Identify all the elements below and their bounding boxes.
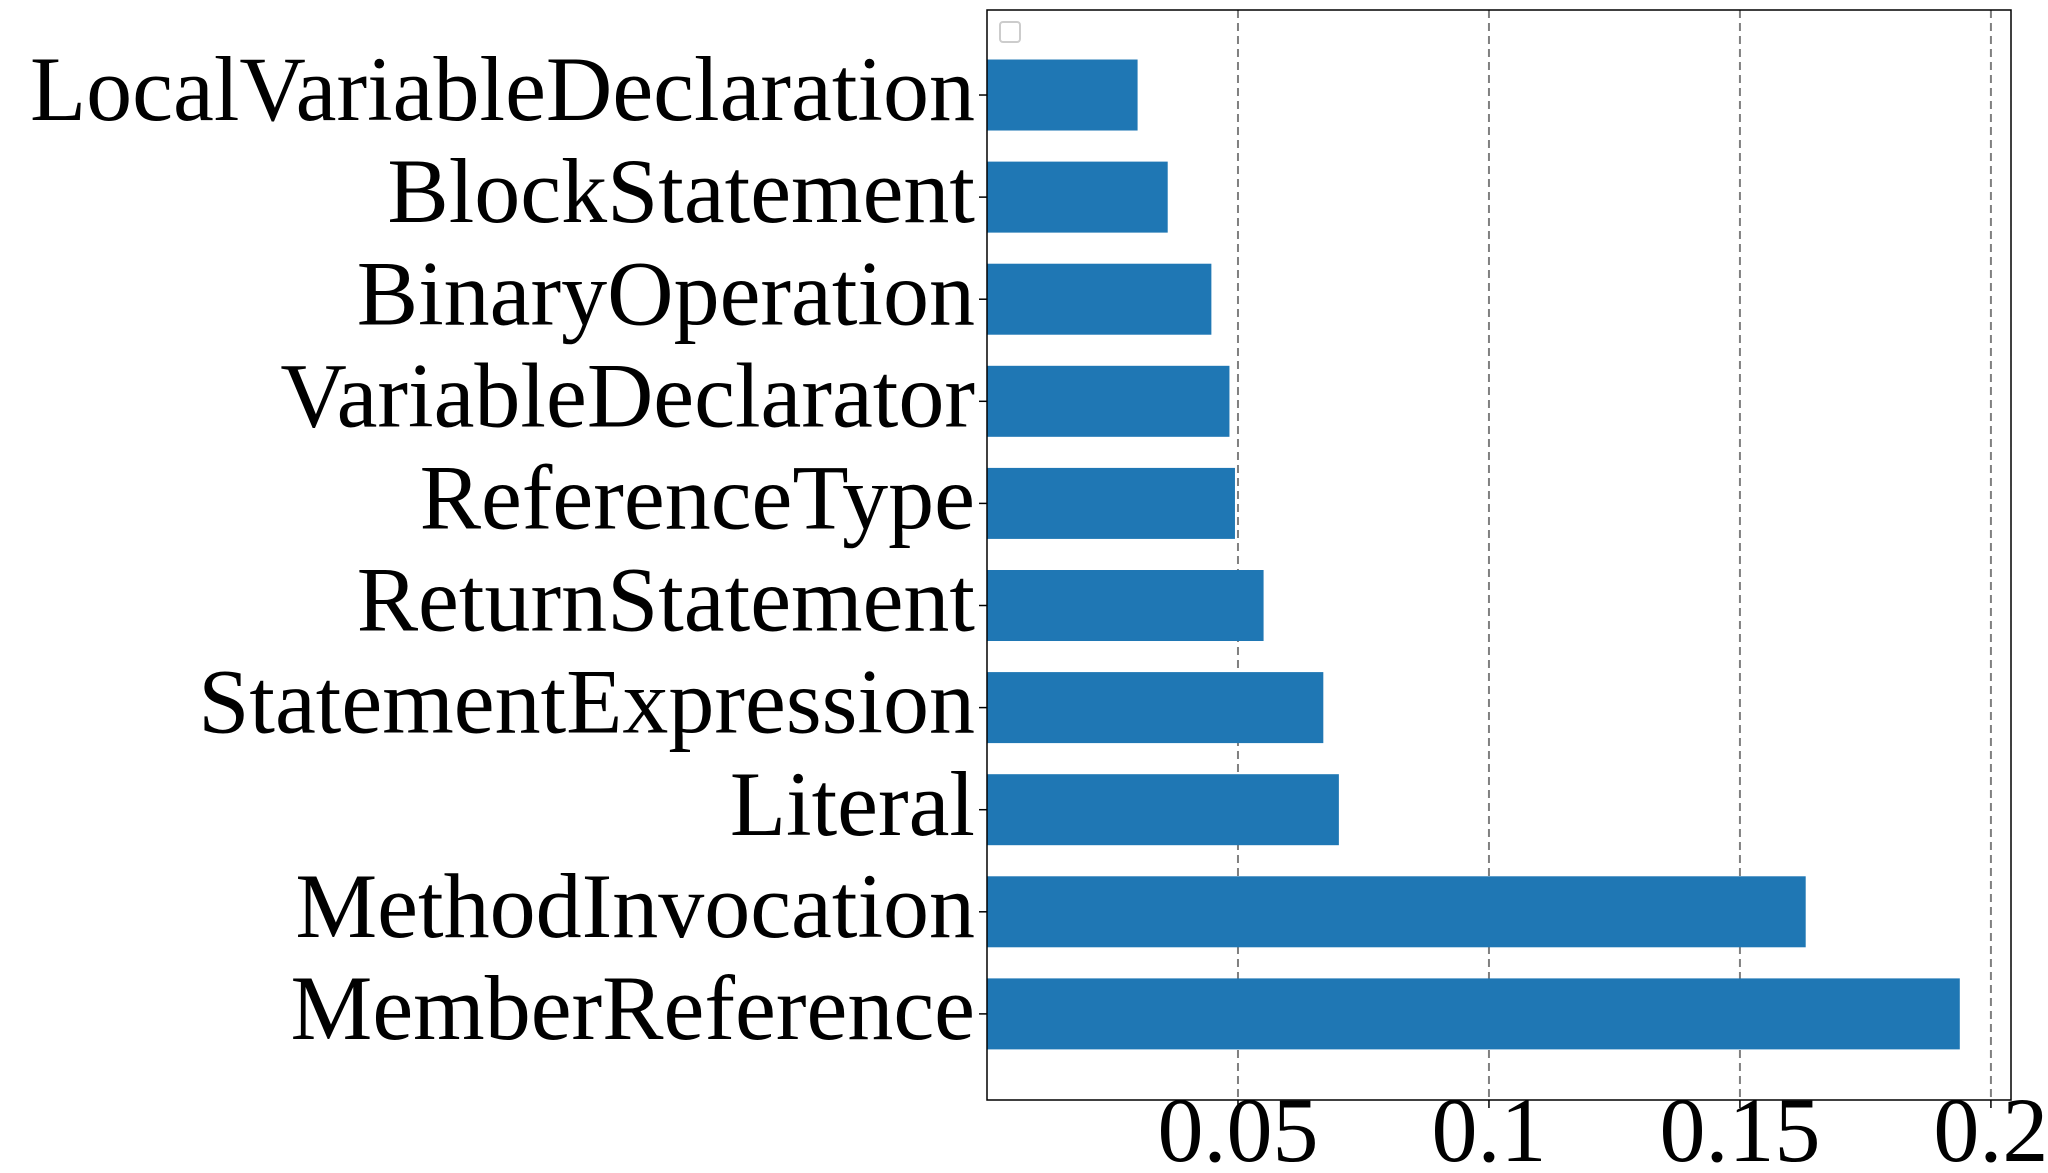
plot-frame — [986, 9, 2012, 1101]
bar — [987, 570, 1264, 642]
x-tick-label: 0.15 — [1659, 1079, 1820, 1173]
x-tick-label: 0.1 — [1431, 1079, 1546, 1173]
bar — [987, 978, 1960, 1050]
y-tick-label: ReferenceType — [420, 447, 975, 549]
x-tick-label: 0.2 — [1933, 1079, 2048, 1173]
bar — [987, 672, 1324, 744]
bar — [987, 161, 1168, 233]
bar — [987, 774, 1339, 846]
y-tick-label: BinaryOperation — [357, 242, 975, 344]
y-tick-label: VariableDeclarator — [280, 344, 975, 446]
y-tick-label: StatementExpression — [198, 651, 975, 753]
y-tick-label: MethodInvocation — [295, 855, 975, 957]
bar — [987, 365, 1230, 437]
bar — [987, 59, 1138, 131]
legend-box — [999, 21, 1021, 43]
bar — [987, 467, 1235, 539]
bar — [987, 876, 1806, 948]
y-tick-label: LocalVariableDeclaration — [30, 38, 975, 140]
bar — [987, 263, 1212, 335]
y-tick-label: ReturnStatement — [357, 549, 976, 651]
y-tick-label: BlockStatement — [387, 140, 975, 242]
y-tick-label: MemberReference — [291, 957, 975, 1059]
y-tick-label: Literal — [730, 753, 975, 855]
x-tick-label: 0.05 — [1157, 1079, 1318, 1173]
